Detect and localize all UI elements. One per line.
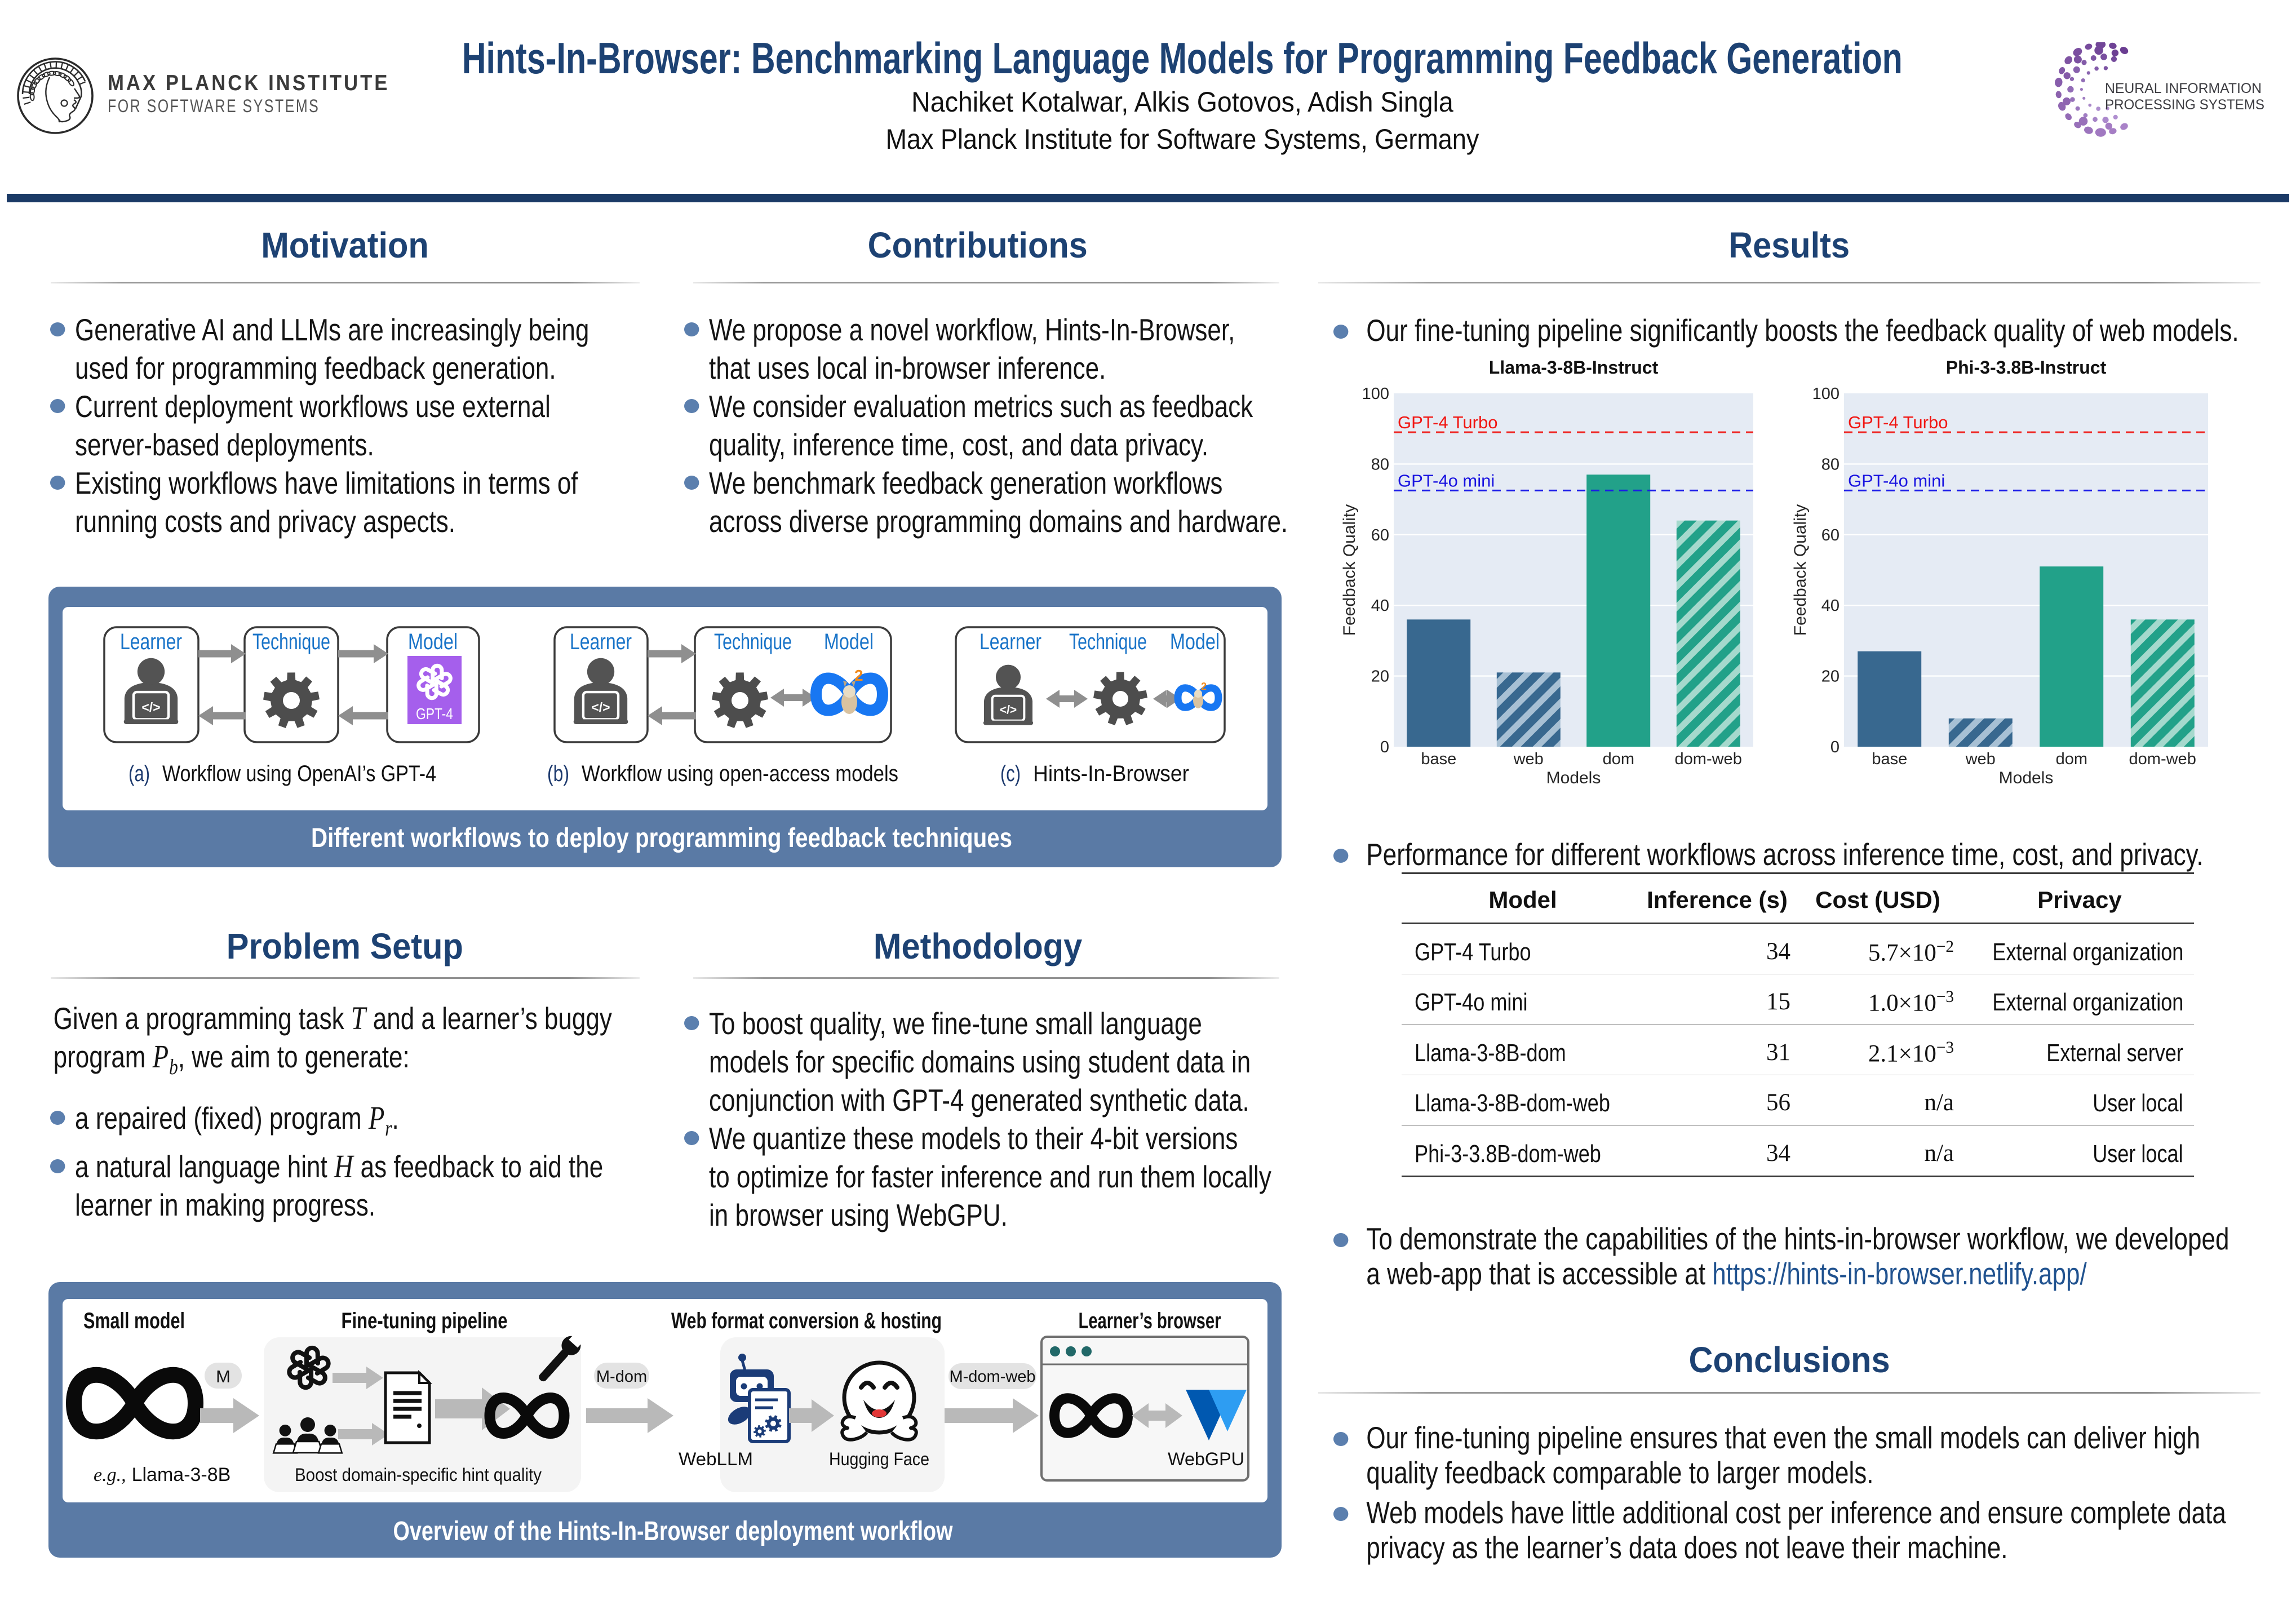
svg-text:base: base	[1421, 750, 1456, 768]
svg-text:WebGPU: WebGPU	[1168, 1449, 1244, 1469]
svg-text:GPT-4o mini: GPT-4o mini	[1398, 471, 1495, 490]
svg-text:Web format conversion & hostin: Web format conversion & hosting	[671, 1309, 942, 1333]
svg-text:M: M	[216, 1367, 231, 1386]
svg-text:Llama-3-8B-Instruct: Llama-3-8B-Instruct	[1489, 357, 1659, 378]
svg-text:Boost domain-specific hint qua: Boost domain-specific hint quality	[295, 1465, 542, 1485]
svg-text:Model: Model	[1170, 629, 1220, 654]
svg-text:Model: Model	[408, 629, 458, 654]
svg-text:Technique: Technique	[1069, 629, 1147, 654]
svg-text:40: 40	[1371, 597, 1389, 615]
svg-text:2: 2	[854, 667, 863, 684]
svg-text:(b): (b)	[547, 761, 569, 786]
svg-text:Workflow using OpenAI’s GPT-4: Workflow using OpenAI’s GPT-4	[162, 761, 436, 786]
svg-text:GPT-4 Turbo: GPT-4 Turbo	[1848, 413, 1948, 432]
svg-text:PROCESSING SYSTEMS: PROCESSING SYSTEMS	[2105, 97, 2264, 113]
svg-text:NEURAL INFORMATION: NEURAL INFORMATION	[2105, 81, 2262, 96]
svg-text:2: 2	[1201, 681, 1207, 692]
svg-text:Small model: Small model	[83, 1309, 185, 1333]
svg-text:WebLLM: WebLLM	[679, 1449, 753, 1469]
svg-text:80: 80	[1371, 455, 1389, 473]
svg-text:base: base	[1872, 750, 1907, 768]
svg-text:Hugging Face: Hugging Face	[829, 1449, 929, 1469]
svg-text:GPT-4o mini: GPT-4o mini	[1848, 471, 1945, 490]
svg-text:60: 60	[1821, 526, 1840, 544]
svg-text:60: 60	[1371, 526, 1389, 544]
svg-text:Models: Models	[1546, 769, 1601, 787]
svg-text:100: 100	[1812, 385, 1840, 403]
svg-text:80: 80	[1821, 455, 1840, 473]
svg-text:Workflow using open-access mod: Workflow using open-access models	[582, 761, 898, 786]
svg-text:web: web	[1513, 750, 1544, 768]
svg-text:(c): (c)	[1000, 761, 1021, 786]
svg-text:Different workflows to deploy: Different workflows to deploy programmin…	[311, 823, 1012, 853]
svg-text:20: 20	[1821, 668, 1840, 686]
svg-text:GPT-4: GPT-4	[416, 705, 453, 722]
svg-text:</>: </>	[141, 700, 160, 715]
svg-text:dom: dom	[2056, 750, 2087, 768]
svg-text:Model: Model	[824, 629, 874, 654]
svg-text:M-dom-web: M-dom-web	[949, 1368, 1035, 1386]
svg-text:Technique: Technique	[252, 629, 330, 654]
svg-text:dom-web: dom-web	[1675, 750, 1742, 768]
svg-text:Fine-tuning pipeline: Fine-tuning pipeline	[342, 1309, 508, 1333]
svg-text:Hints-In-Browser: Hints-In-Browser	[1033, 761, 1189, 786]
svg-text:Learner: Learner	[979, 629, 1041, 654]
svg-text:Learner’s browser: Learner’s browser	[1079, 1309, 1221, 1333]
svg-text:e.g.,Llama-3-8B: e.g., Llama-3-8B	[94, 1464, 231, 1485]
svg-text:</>: </>	[1000, 704, 1017, 717]
svg-text:Models: Models	[1999, 769, 2054, 787]
svg-text:Overview of the Hints-In-Brows: Overview of the Hints-In-Browser deploym…	[393, 1516, 954, 1546]
svg-text:Phi-3-3.8B-Instruct: Phi-3-3.8B-Instruct	[1946, 357, 2107, 378]
svg-text:20: 20	[1371, 668, 1389, 686]
svg-text:Technique: Technique	[714, 629, 792, 654]
svg-text:100: 100	[1362, 385, 1389, 403]
svg-text:Feedback Quality: Feedback Quality	[1340, 504, 1359, 636]
svg-text:Feedback Quality: Feedback Quality	[1791, 504, 1810, 636]
svg-text:GPT-4 Turbo: GPT-4 Turbo	[1398, 413, 1497, 432]
svg-text:(a): (a)	[128, 761, 150, 786]
svg-text:dom: dom	[1603, 750, 1634, 768]
svg-text:dom-web: dom-web	[2129, 750, 2196, 768]
svg-text:40: 40	[1821, 597, 1840, 615]
svg-text:Learner: Learner	[570, 629, 632, 654]
svg-text:0: 0	[1830, 738, 1840, 756]
svg-text:</>: </>	[591, 700, 610, 715]
svg-text:Learner: Learner	[120, 629, 182, 654]
svg-text:web: web	[1965, 750, 1996, 768]
svg-text:M-dom: M-dom	[596, 1368, 647, 1386]
svg-text:0: 0	[1380, 738, 1389, 756]
